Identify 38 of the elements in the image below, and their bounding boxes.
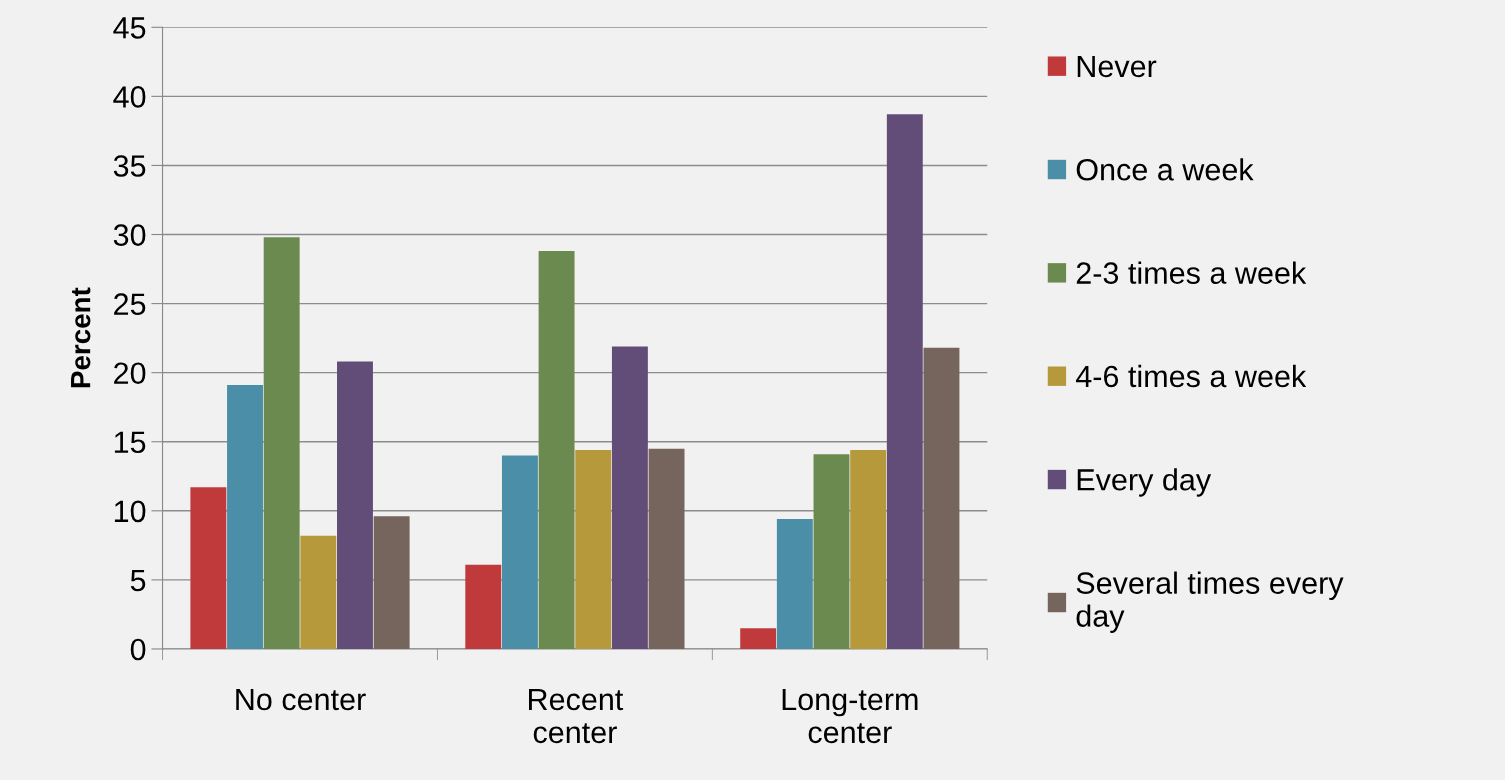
y-tick-label: 5 [130,569,146,592]
legend-label: 4-6 times a week [1075,364,1307,388]
y-axis-title: Percent [71,287,91,388]
bar [190,487,227,649]
bar [813,454,850,649]
bar [923,347,960,649]
bar [373,516,410,649]
bar [337,361,373,649]
bar [886,114,923,649]
bar [465,564,502,649]
y-tick-label: 25 [114,293,146,315]
y-tick-label: 40 [113,86,146,108]
legend-label: 2-3 times a week [1076,261,1307,284]
y-tick-label: 15 [114,431,146,454]
bar [538,251,575,649]
bar [575,450,612,649]
legend-label: Once a week [1076,158,1254,181]
y-tick-label: 0 [130,638,146,661]
bar [740,628,777,649]
bar [501,455,538,649]
bar [611,346,648,649]
y-tick-label: 35 [113,155,146,177]
legend-label: Never [1077,55,1157,78]
bar [850,450,887,649]
x-tick-label: No center [236,688,366,711]
bar [776,519,813,649]
y-tick-label: 10 [114,500,146,523]
bar [648,448,685,649]
legend-label: Several times every day [1076,571,1344,633]
bar [300,535,337,649]
x-tick-label: Long-term center [782,688,918,744]
y-tick-label: 30 [113,224,146,246]
y-tick-label: 20 [114,362,146,385]
x-tick-label: Recent center [529,688,624,744]
bar [227,385,263,649]
bar [263,237,300,649]
legend-label: Every day [1077,468,1212,497]
y-tick-label: 45 [113,17,146,39]
